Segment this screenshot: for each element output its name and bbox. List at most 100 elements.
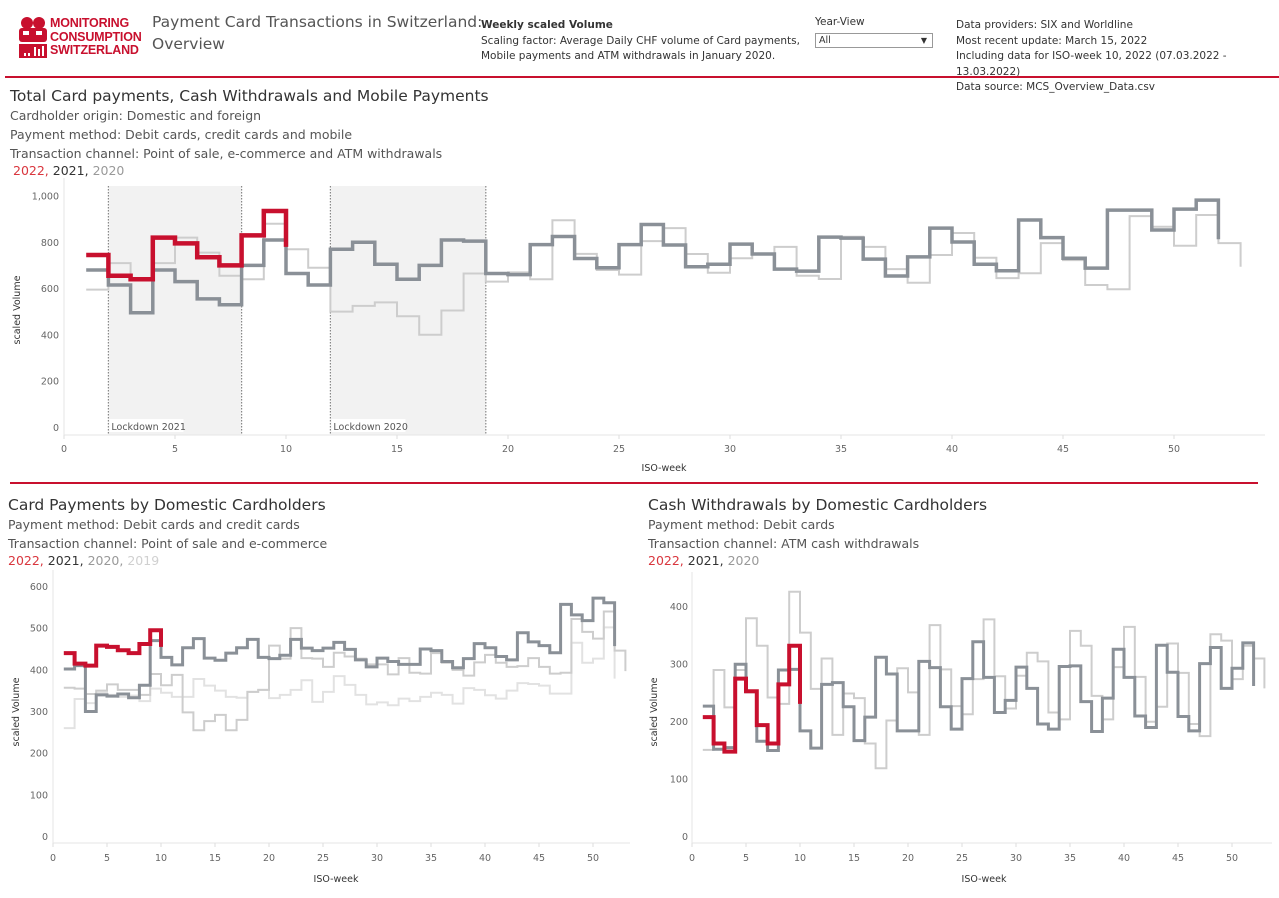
data-info: Data providers: SIX and Worldline Most r… — [956, 18, 1279, 96]
x-tick-label: 35 — [425, 853, 437, 864]
lockdown-band — [330, 186, 486, 435]
data-source: Data source: MCS_Overview_Data.csv — [956, 81, 1156, 93]
cash-chart-title: Cash Withdrawals by Domestic Cardholders — [648, 496, 988, 514]
y-tick-label: 800 — [41, 238, 59, 249]
year-view-label: Year-View — [815, 16, 865, 28]
x-tick-label: 40 — [946, 444, 958, 455]
legend-2020: 2020 — [92, 163, 125, 178]
series-line-2021 — [86, 198, 1221, 315]
y-axis-title: scaled Volume — [11, 677, 22, 746]
scaling-heading: Weekly scaled Volume — [481, 19, 613, 31]
x-tick-label: 35 — [1064, 853, 1076, 864]
legend-2022: 2022, — [8, 553, 44, 568]
legend-2021: 2021, — [687, 553, 724, 568]
x-tick-label: 30 — [724, 444, 736, 455]
logo-text-line: MONITORING — [50, 16, 130, 30]
y-tick-label: 300 — [30, 707, 48, 718]
legend-2020: 2020, — [87, 553, 124, 568]
x-tick-label: 5 — [743, 853, 749, 864]
series-line-2020 — [702, 590, 1266, 770]
series-line-2020 — [63, 610, 627, 732]
x-tick-label: 45 — [1057, 444, 1069, 455]
x-tick-label: 0 — [50, 853, 56, 864]
y-tick-label: 100 — [670, 775, 688, 786]
x-tick-label: 30 — [371, 853, 383, 864]
series-line-2021 — [702, 640, 1256, 752]
series-line-2022 — [702, 643, 802, 754]
most-recent-update: Most recent update: March 15, 2022 — [956, 34, 1148, 47]
x-tick-label: 0 — [689, 853, 695, 864]
legend-2021: 2021, — [47, 553, 84, 568]
x-axis-title: ISO-week — [642, 463, 687, 474]
total-chart-subtitle-origin: Cardholder origin: Domestic and foreign — [10, 108, 262, 123]
scaling-line-2: Mobile payments and ATM withdrawals in J… — [481, 50, 776, 62]
y-tick-label: 0 — [53, 423, 59, 434]
y-tick-label: 400 — [30, 665, 48, 676]
x-tick-label: 25 — [956, 853, 968, 864]
data-providers: Data providers: SIX and Worldline — [956, 19, 1133, 31]
x-tick-label: 50 — [1168, 444, 1180, 455]
x-tick-label: 0 — [61, 444, 67, 455]
total-chart-subtitle-method: Payment method: Debit cards, credit card… — [10, 127, 353, 142]
header-divider — [5, 76, 1279, 78]
x-tick-label: 5 — [104, 853, 110, 864]
y-tick-label: 200 — [670, 717, 688, 728]
series-line-2022 — [86, 208, 289, 282]
x-tick-label: 40 — [1118, 853, 1130, 864]
legend-2022: 2022, — [13, 163, 49, 178]
series-line-2021 — [63, 596, 617, 713]
series-line-2020 — [86, 213, 1242, 336]
total-chart-subtitle-channel: Transaction channel: Point of sale, e-co… — [10, 146, 443, 161]
y-tick-label: 600 — [41, 284, 59, 295]
lockdown-band — [108, 186, 242, 435]
y-tick-label: 500 — [30, 624, 48, 635]
card-chart-subtitle-channel: Transaction channel: Point of sale and e… — [8, 536, 328, 551]
lockdown-label: Lockdown 2021 — [111, 422, 185, 433]
legend-2019: 2019 — [127, 553, 160, 568]
title-line-2: Overview — [152, 35, 225, 53]
total-chart-title: Total Card payments, Cash Withdrawals an… — [10, 87, 489, 105]
year-view-dropdown[interactable]: All ▼ — [815, 33, 933, 48]
y-tick-label: 0 — [682, 832, 688, 843]
lockdown-label-bg — [331, 419, 406, 432]
logo-icon — [19, 17, 47, 58]
legend-2020: 2020 — [727, 553, 760, 568]
y-tick-label: 0 — [42, 832, 48, 843]
y-tick-label: 300 — [670, 660, 688, 671]
y-tick-label: 200 — [30, 749, 48, 760]
x-tick-label: 5 — [172, 444, 178, 455]
scaling-line-1: Scaling factor: Average Daily CHF volume… — [481, 34, 800, 47]
x-tick-label: 50 — [1226, 853, 1238, 864]
x-tick-label: 35 — [835, 444, 847, 455]
lockdown-label: Lockdown 2020 — [333, 422, 408, 433]
card-chart-legend: 2022, 2021, 2020, 2019 — [8, 553, 159, 568]
logo: MONITORING CONSUMPTION SWITZERLAND — [18, 16, 142, 60]
x-tick-label: 15 — [848, 853, 860, 864]
cash-chart-subtitle-channel: Transaction channel: ATM cash withdrawal… — [648, 536, 920, 551]
x-axis-title: ISO-week — [962, 874, 1007, 885]
x-tick-label: 20 — [263, 853, 275, 864]
y-tick-label: 600 — [30, 582, 48, 593]
y-axis-title: scaled Volume — [649, 677, 660, 746]
y-axis-title: scaled Volume — [12, 275, 23, 344]
series-line-2019 — [63, 626, 616, 730]
chevron-down-icon: ▼ — [920, 36, 927, 45]
included-data: Including data for ISO-week 10, 2022 (07… — [956, 50, 1227, 78]
x-tick-label: 40 — [479, 853, 491, 864]
x-tick-label: 10 — [155, 853, 167, 864]
year-view-value: All — [819, 35, 831, 46]
cash-chart-subtitle-method: Payment method: Debit cards — [648, 517, 835, 532]
y-tick-label: 400 — [670, 602, 688, 613]
legend-2022: 2022, — [648, 553, 684, 568]
y-tick-label: 400 — [41, 330, 59, 341]
cash-chart-legend: 2022, 2021, 2020 — [648, 553, 759, 568]
total-chart-legend: 2022, 2021, 2020 — [13, 163, 124, 178]
logo-text-line: CONSUMPTION — [50, 29, 142, 44]
card-chart-title: Card Payments by Domestic Cardholders — [8, 496, 326, 514]
dashboard-title: Payment Card Transactions in Switzerland… — [152, 11, 482, 55]
x-tick-label: 10 — [794, 853, 806, 864]
x-tick-label: 30 — [1010, 853, 1022, 864]
x-tick-label: 25 — [317, 853, 329, 864]
section-divider — [10, 482, 1258, 484]
x-tick-label: 45 — [533, 853, 545, 864]
